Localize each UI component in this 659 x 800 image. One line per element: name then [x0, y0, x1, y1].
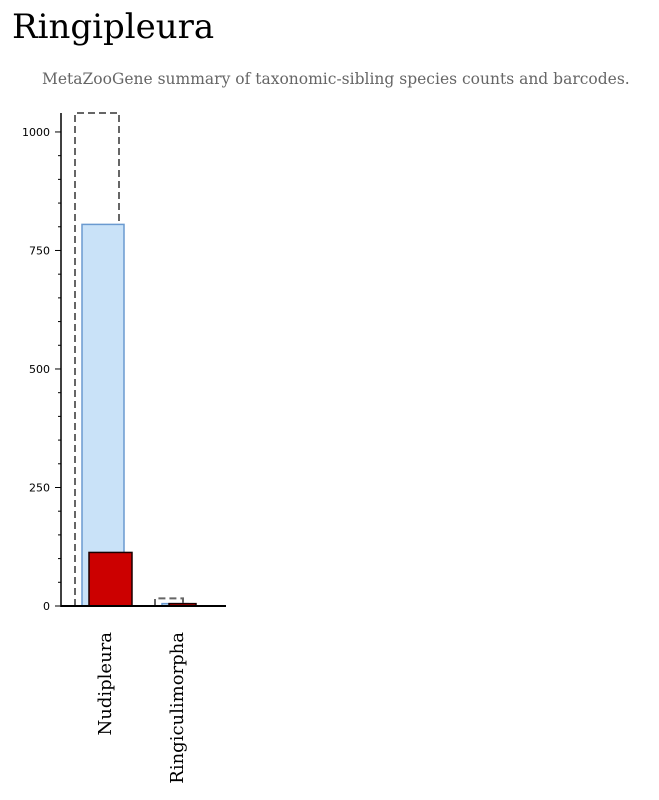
bar-outline-ringiculimorpha — [154, 597, 184, 606]
chart-subtitle: MetaZooGene summary of taxonomic-sibling… — [42, 70, 630, 88]
x-axis-labels: Nudipleura Ringiculimorpha — [95, 632, 188, 784]
category-label-nudipleura: Nudipleura — [95, 632, 116, 736]
bars-layer — [74, 112, 197, 607]
y-tick-label: 1000 — [22, 126, 50, 139]
bar-blue-nudipleura — [81, 223, 125, 607]
y-tick-label: 500 — [29, 363, 50, 376]
y-tick-label: 750 — [29, 244, 50, 257]
page-title: Ringipleura — [12, 7, 215, 47]
bar-red-nudipleura — [88, 551, 133, 607]
y-axis: 0 250 500 750 1000 — [22, 113, 226, 613]
category-label-ringiculimorpha: Ringiculimorpha — [167, 632, 188, 784]
y-tick-label: 0 — [43, 600, 50, 613]
y-tick-label: 250 — [29, 481, 50, 494]
